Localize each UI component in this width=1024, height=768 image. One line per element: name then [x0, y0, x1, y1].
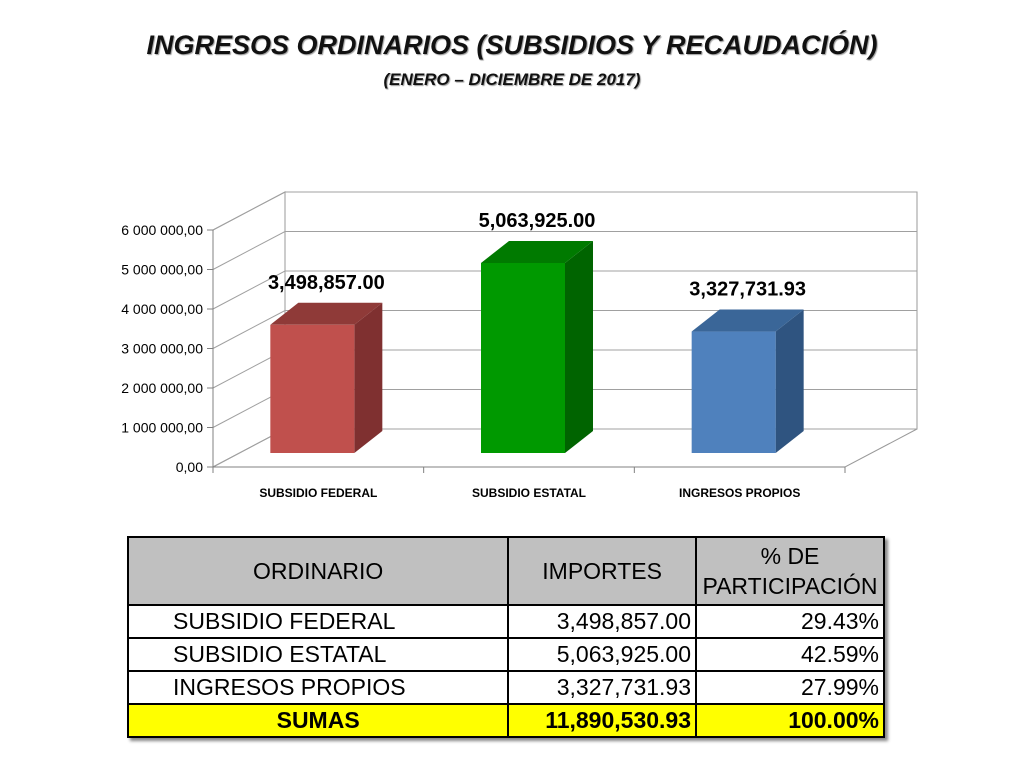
row-importe: 5,063,925.00 — [507, 637, 698, 672]
x-tick-label: INGRESOS PROPIOS — [679, 486, 800, 500]
x-tick-label: SUBSIDIO FEDERAL — [259, 486, 377, 500]
table-row: SUBSIDIO ESTATAL 5,063,925.00 42.59% — [126, 637, 885, 672]
bar-side — [565, 240, 593, 453]
row-percent: 42.59% — [695, 637, 885, 672]
bar-front — [481, 262, 565, 453]
gridline — [212, 231, 917, 270]
summary-table: ORDINARIO IMPORTES % DE PARTICIPACIÓN SU… — [126, 536, 885, 738]
chart-title: INGRESOS ORDINARIOS (SUBSIDIOS Y RECAUDA… — [146, 30, 878, 60]
bar-chart: 0,00 1 000 000,00 2 000 000,00 3 000 000,00… — [121, 191, 918, 500]
row-name: SUBSIDIO ESTATAL — [126, 637, 510, 672]
row-name: INGRESOS PROPIOS — [126, 670, 510, 705]
bar — [270, 302, 383, 453]
table-row: INGRESOS PROPIOS 3,327,731.93 27.99% — [126, 670, 885, 705]
table-header-row: ORDINARIO IMPORTES % DE PARTICIPACIÓN — [126, 536, 885, 606]
row-percent: 29.43% — [695, 604, 885, 639]
total-label: SUMAS — [126, 703, 510, 738]
total-importe: 11,890,530.93 — [507, 703, 698, 738]
gridline — [212, 191, 917, 231]
data-label: 3,327,731.93 — [689, 279, 806, 301]
data-label: 3,498,857.00 — [268, 272, 385, 294]
y-tick-label: 3 000 000,00 — [121, 341, 203, 357]
table-row: SUBSIDIO FEDERAL 3,498,857.00 29.43% — [126, 604, 885, 639]
data-label: 5,063,925.00 — [479, 210, 596, 232]
bar-front — [270, 324, 355, 453]
row-importe: 3,327,731.93 — [507, 670, 698, 705]
bar — [691, 309, 804, 453]
gridline — [212, 270, 917, 310]
row-name: SUBSIDIO FEDERAL — [126, 604, 510, 639]
header-ordinario: ORDINARIO — [126, 536, 510, 606]
bar-front — [691, 331, 776, 453]
x-tick-label: SUBSIDIO ESTATAL — [472, 486, 586, 500]
bar-side — [775, 309, 804, 453]
y-tick-label: 6 000 000,00 — [121, 222, 203, 238]
bar-top — [481, 240, 593, 263]
bar-top — [691, 309, 804, 332]
y-tick-label: 2 000 000,00 — [121, 380, 203, 396]
y-tick-label: 1 000 000,00 — [121, 420, 203, 436]
chart-subtitle: (ENERO – DICIEMBRE DE 2017) — [383, 70, 641, 89]
bar — [481, 240, 593, 453]
y-tick-label: 0,00 — [176, 459, 203, 475]
y-tick-label: 4 000 000,00 — [121, 301, 203, 317]
gridline — [212, 310, 917, 349]
row-percent: 27.99% — [695, 670, 885, 705]
row-importe: 3,498,857.00 — [507, 604, 698, 639]
header-participacion: % DE PARTICIPACIÓN — [695, 536, 885, 606]
bar-side — [354, 302, 383, 453]
bar-top — [270, 302, 383, 325]
table-total-row: SUMAS 11,890,530.93 100.00% — [126, 703, 885, 738]
y-tick-label: 5 000 000,00 — [121, 262, 203, 278]
total-percent: 100.00% — [695, 703, 885, 738]
header-importes: IMPORTES — [507, 536, 698, 606]
